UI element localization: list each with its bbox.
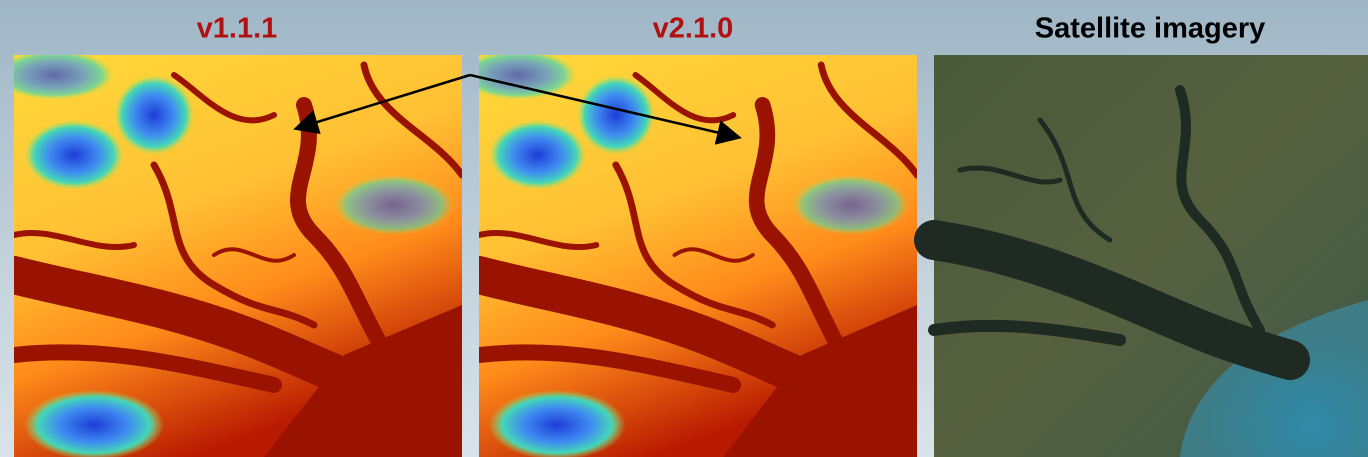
satellite-image [934, 55, 1368, 457]
panel-title: v2.1.0 [653, 13, 734, 45]
panel-title: v1.1.1 [197, 13, 278, 45]
figure: v1.1.1 v2.1.0 Satellite imagery [0, 0, 1368, 457]
heatmap-v1 [0, 50, 462, 457]
heatmap-v2 [459, 50, 917, 457]
panel-title: Satellite imagery [1035, 13, 1266, 45]
